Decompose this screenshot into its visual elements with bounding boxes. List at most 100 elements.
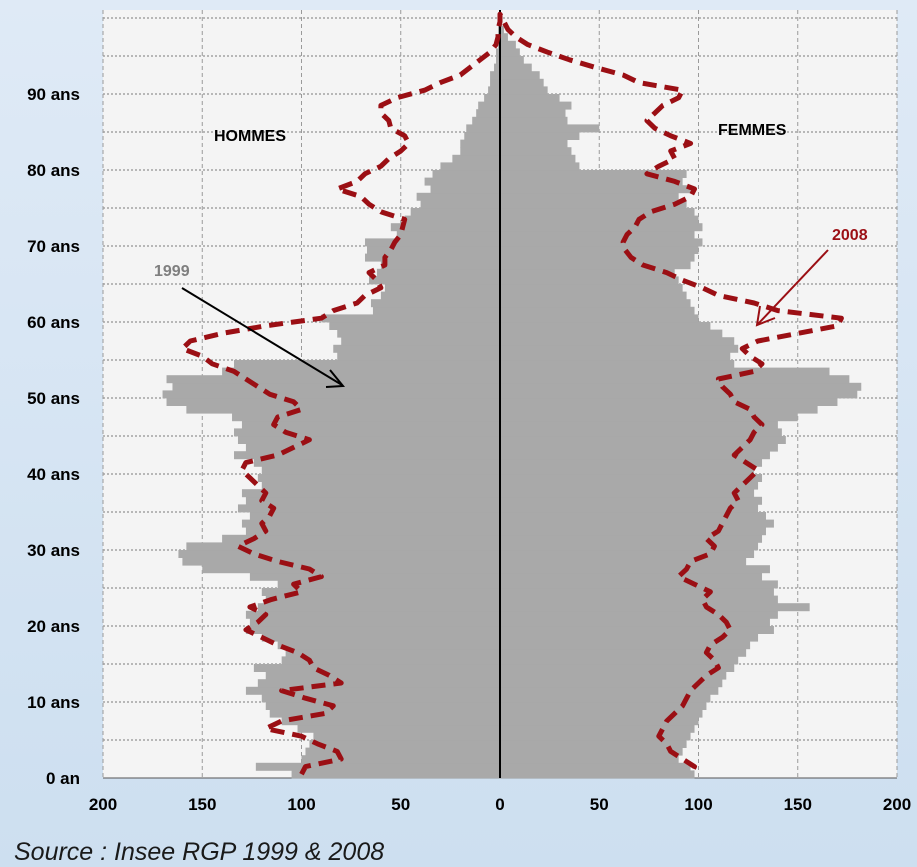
bar-hommes-1999 (466, 124, 500, 133)
bar-femmes-1999 (500, 527, 766, 536)
bar-femmes-1999 (500, 284, 683, 292)
bar-hommes-1999 (496, 56, 500, 64)
bar-femmes-1999 (500, 246, 699, 254)
bar-femmes-1999 (500, 306, 695, 315)
x-tick-label: 150 (784, 795, 812, 814)
bar-femmes-1999 (500, 656, 739, 665)
bar-hommes-1999 (424, 177, 500, 186)
bar-femmes-1999 (500, 747, 683, 756)
line-2008 (179, 11, 844, 776)
y-tick-label: 30 ans (27, 541, 80, 560)
bar-hommes-1999 (410, 208, 500, 216)
bar-femmes-1999 (500, 48, 520, 57)
bar-femmes-1999 (500, 428, 782, 437)
bar-femmes-1999 (500, 755, 679, 764)
bar-femmes-1999 (500, 261, 691, 270)
bar-hommes-1999 (202, 565, 500, 574)
bar-femmes-1999 (500, 709, 703, 718)
bar-hommes-1999 (372, 306, 500, 315)
bar-hommes-1999 (249, 512, 500, 520)
arrow-1999-head (325, 369, 346, 388)
bar-hommes-1999 (281, 717, 500, 726)
bar-femmes-1999 (500, 33, 508, 42)
bar-femmes-1999 (500, 139, 568, 148)
bar-hommes-1999 (241, 519, 500, 528)
bar-femmes-1999 (500, 641, 751, 650)
bar-femmes-1999 (500, 375, 850, 384)
bar-femmes-1999 (500, 177, 683, 186)
bar-hommes-1999 (337, 329, 500, 338)
bar-femmes-1999 (500, 124, 600, 133)
bar-hommes-1999 (166, 398, 500, 406)
bar-hommes-1999 (232, 413, 500, 422)
bar-hommes-1999 (476, 109, 500, 118)
bar-hommes-1999 (380, 261, 500, 270)
bar-femmes-1999 (500, 481, 759, 490)
bar-hommes-1999 (261, 481, 500, 490)
annotation-1999: 1999 (154, 263, 190, 280)
bar-hommes-1999 (365, 238, 500, 247)
bar-hommes-1999 (420, 200, 500, 209)
y-tick-label: 90 ans (27, 85, 80, 104)
bar-femmes-1999 (500, 352, 731, 361)
bar-femmes-1999 (500, 200, 687, 209)
bar-femmes-1999 (500, 337, 735, 346)
bar-femmes-1999 (500, 276, 679, 285)
bar-hommes-1999 (245, 686, 500, 695)
bar-hommes-1999 (365, 253, 500, 262)
bar-hommes-1999 (257, 474, 500, 482)
x-tick-label: 100 (287, 795, 315, 814)
bar-femmes-1999 (500, 550, 755, 558)
bar-femmes-1999 (500, 109, 566, 118)
bar-femmes-1999 (500, 170, 687, 178)
bar-femmes-1999 (500, 679, 723, 688)
bar-femmes-1999 (500, 63, 532, 72)
bar-femmes-1999 (500, 626, 774, 634)
bar-hommes-1999 (384, 284, 500, 292)
annotation-hommes: HOMMES (214, 128, 286, 145)
x-tick-label: 0 (495, 795, 504, 814)
bar-femmes-1999 (500, 132, 580, 140)
bar-hommes-1999 (488, 86, 500, 95)
bar-hommes-1999 (329, 322, 500, 330)
bar-hommes-1999 (297, 724, 500, 733)
bar-hommes-1999 (452, 154, 500, 163)
y-tick-label: 0 an (46, 769, 80, 788)
bar-hommes-1999 (440, 162, 500, 171)
bar-hommes-1999 (301, 755, 500, 764)
bar-hommes-1999 (249, 572, 500, 581)
bar-femmes-1999 (500, 519, 774, 528)
y-tick-label: 10 ans (27, 693, 80, 712)
bar-femmes-1999 (500, 443, 778, 452)
bar-femmes-1999 (500, 572, 763, 581)
bar-hommes-1999 (261, 633, 500, 642)
bar-hommes-1999 (245, 527, 500, 536)
bar-femmes-1999 (500, 162, 580, 171)
bar-femmes-1999 (500, 314, 699, 323)
bar-hommes-1999 (257, 679, 500, 688)
source-caption: Source : Insee RGP 1999 & 2008 (14, 838, 385, 866)
bar-femmes-1999 (500, 565, 770, 574)
bar-hommes-1999 (265, 671, 500, 680)
bar-femmes-1999 (500, 557, 747, 566)
bar-hommes-1999 (186, 542, 500, 551)
bar-femmes-1999 (500, 420, 778, 429)
bar-femmes-1999 (500, 588, 774, 596)
bar-femmes-1999 (500, 770, 695, 779)
x-tick-labels: 200 150 100 50 0 50 100 150 200 (89, 795, 911, 814)
x-tick-label: 200 (883, 795, 911, 814)
bar-hommes-1999 (309, 740, 500, 748)
bar-hommes-1999 (253, 458, 500, 467)
bar-femmes-1999 (500, 208, 695, 216)
bar-hommes-1999 (460, 147, 500, 156)
bar-hommes-1999 (257, 603, 500, 612)
bar-hommes-1999 (255, 762, 500, 771)
bar-hommes-1999 (245, 443, 500, 452)
bar-femmes-1999 (500, 25, 504, 34)
bar-hommes-1999 (370, 299, 500, 308)
bar-hommes-1999 (432, 170, 500, 178)
bar-femmes-1999 (500, 474, 763, 482)
y-tick-labels: 0 an 10 ans 20 ans 30 ans 40 ans 50 ans 60 ans… (27, 85, 80, 788)
bar-hommes-1999 (285, 648, 500, 657)
